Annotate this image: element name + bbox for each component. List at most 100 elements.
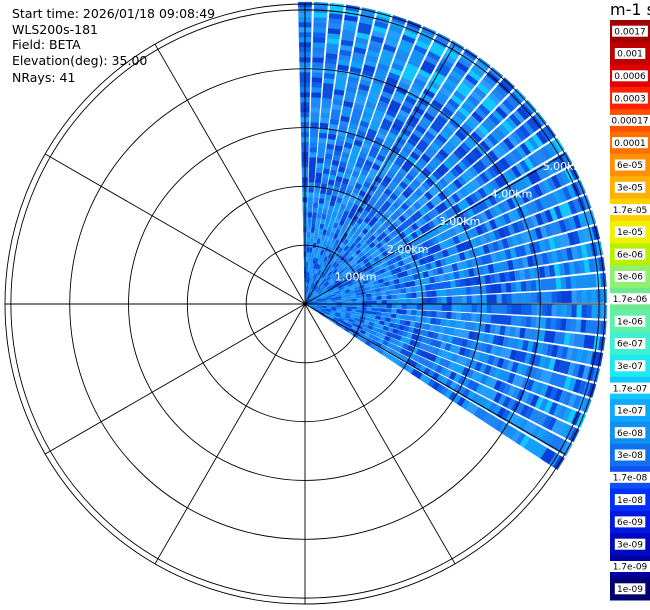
range-gate [309, 146, 318, 153]
range-gate [460, 312, 467, 321]
colorbar-label-bg [612, 92, 648, 104]
range-gate [566, 304, 573, 318]
colorbar-label: 0.001 [617, 50, 643, 60]
range-gate [546, 291, 553, 304]
range-gate [308, 191, 314, 198]
range-gate [516, 293, 523, 304]
range-ring-label: 5.00km [543, 160, 585, 173]
range-gate [310, 111, 320, 118]
range-gate [446, 296, 453, 304]
range-gate [309, 236, 314, 243]
colorbar-label: 1.7e-08 [613, 474, 648, 484]
range-gate [312, 41, 326, 48]
range-gate [386, 294, 393, 300]
colorbar-label: 3e-09 [617, 540, 643, 550]
range-gate [591, 289, 598, 303]
range-gate [411, 292, 418, 299]
range-gate [391, 299, 398, 304]
range-gate [317, 147, 326, 154]
ray [305, 14, 407, 303]
range-gate [496, 304, 503, 314]
range-gate [371, 304, 378, 308]
range-gate [307, 206, 313, 213]
range-gate [416, 291, 423, 298]
range-gate [306, 256, 309, 263]
instrument-label: WLS200s-181 [12, 22, 98, 37]
range-gate [385, 312, 392, 318]
range-gate [326, 300, 333, 303]
range-gate [385, 290, 392, 296]
colorbar-label-bg [609, 293, 650, 305]
range-gate [396, 293, 403, 299]
colorbar-cell [610, 220, 650, 244]
range-gate [317, 142, 327, 149]
ray [306, 180, 587, 304]
colorbar-label-bg [614, 516, 646, 528]
range-gate [313, 232, 319, 239]
colorbar-cell [610, 310, 650, 333]
range-gate [314, 177, 322, 184]
range-gate [401, 293, 408, 299]
range-gate [356, 306, 363, 311]
range-gate [401, 309, 408, 315]
range-gate [316, 212, 322, 219]
colorbar-label: 6e-07 [617, 340, 643, 350]
range-gate [308, 256, 312, 263]
colorbar-label-bg [614, 271, 646, 282]
range-gate [309, 151, 317, 158]
range-gate [310, 101, 321, 108]
colorbar-label: 1.7e-07 [613, 384, 648, 394]
colorbar-label: 1.7e-05 [613, 206, 648, 216]
colorbar-cell [610, 555, 650, 579]
range-gate [384, 317, 392, 323]
colorbar-label-bg [612, 25, 648, 37]
range-gate [401, 298, 408, 304]
range-gate [361, 307, 368, 311]
range-gate [541, 291, 548, 304]
ray [306, 303, 606, 351]
ray [306, 111, 547, 304]
range-gate [308, 171, 316, 178]
range-gate [307, 211, 313, 218]
range-gate [310, 106, 321, 113]
range-gate [307, 216, 312, 223]
range-gate [581, 289, 588, 303]
range-gate [317, 207, 323, 214]
colorbar-cell [610, 421, 650, 445]
range-gate [396, 308, 403, 315]
azimuth-spoke [154, 43, 306, 305]
colorbar-label-bg [614, 427, 646, 439]
range-gate [536, 304, 543, 316]
range-gate [521, 292, 528, 304]
range-gate [400, 287, 407, 294]
ray [305, 48, 478, 304]
range-gate [376, 307, 383, 313]
range-gate [406, 292, 413, 299]
range-gate [374, 283, 381, 289]
ray [306, 210, 597, 304]
range-gate [305, 261, 309, 268]
range-gate [586, 289, 593, 303]
range-gate [431, 304, 438, 311]
range-gate [425, 317, 432, 324]
range-ring-label: 3.00km [439, 215, 481, 228]
range-gate [376, 299, 383, 304]
range-ring-labels: 1.00km 2.00km 3.00km 4.00km 5.00km [335, 160, 584, 284]
range-gate [561, 304, 568, 317]
range-gate [431, 310, 438, 318]
range-gate [308, 186, 315, 193]
polar-grid [4, 3, 606, 605]
range-gate [312, 202, 319, 209]
range-gate [486, 294, 493, 304]
range-gate [307, 196, 314, 203]
colorbar-cell [610, 399, 650, 422]
range-gate [375, 287, 382, 293]
range-gate [450, 288, 457, 296]
colorbar-label-bg [614, 494, 646, 506]
range-gate [526, 304, 533, 316]
range-gate [446, 288, 453, 297]
range-gate [410, 315, 417, 322]
range-gate [309, 131, 319, 138]
colorbar-label-bg [614, 226, 646, 238]
range-gate [400, 314, 407, 320]
